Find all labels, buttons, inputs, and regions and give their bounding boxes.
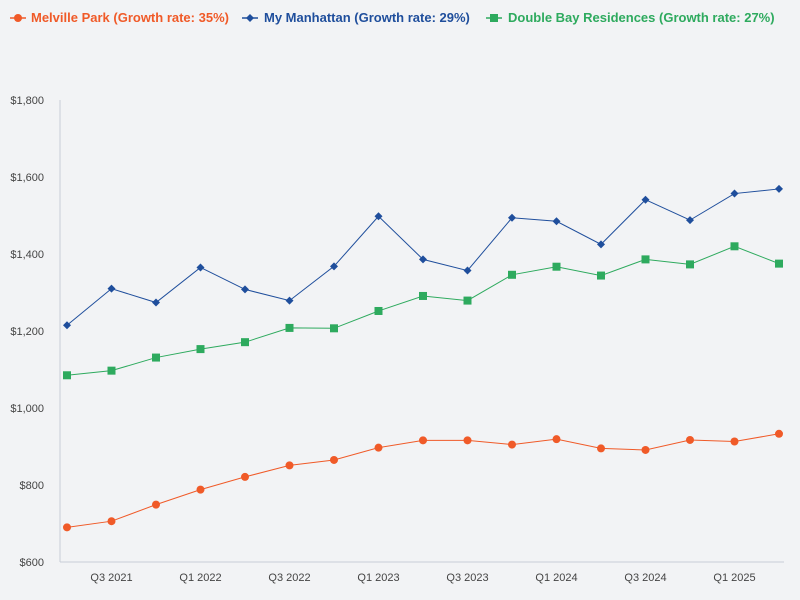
data-point[interactable] [107, 517, 116, 526]
data-point[interactable] [552, 435, 561, 444]
data-point[interactable] [196, 485, 205, 494]
legend-marker-square-icon [490, 14, 498, 22]
legend-item-double-bay-residences[interactable]: Double Bay Residences (Growth rate: 27%) [486, 10, 775, 25]
data-point[interactable] [775, 429, 783, 438]
data-point[interactable] [730, 437, 739, 446]
data-point[interactable] [641, 195, 650, 204]
data-point[interactable] [374, 212, 383, 221]
data-point[interactable] [285, 296, 294, 305]
data-point[interactable] [241, 338, 249, 347]
y-tick-label: $1,600 [10, 172, 44, 184]
legend: Melville Park (Growth rate: 35%) My Manh… [10, 10, 775, 25]
plot-area [63, 184, 783, 532]
data-point[interactable] [463, 266, 472, 275]
data-point[interactable] [686, 260, 694, 269]
data-point[interactable] [552, 262, 561, 271]
legend-label-melville-park: Melville Park (Growth rate: 35%) [31, 10, 229, 25]
series-2 [63, 242, 783, 380]
data-point[interactable] [508, 440, 516, 449]
legend-item-melville-park[interactable]: Melville Park (Growth rate: 35%) [10, 10, 229, 25]
data-point[interactable] [419, 436, 427, 445]
x-tick-label: Q3 2022 [268, 572, 310, 584]
data-point[interactable] [730, 242, 739, 251]
series-line [66, 245, 780, 376]
axes: $600 $800 $1,000 $1,200 $1,400 $1,600 $1,800 Q3… [10, 95, 784, 584]
data-point[interactable] [508, 213, 516, 222]
data-point[interactable] [152, 500, 160, 509]
y-tick-label: $1,000 [10, 403, 44, 415]
data-point[interactable] [597, 444, 605, 453]
y-tick-label: $1,800 [10, 95, 44, 107]
data-point[interactable] [775, 184, 783, 193]
x-tick-label: Q1 2025 [713, 572, 755, 584]
data-point[interactable] [196, 345, 205, 354]
data-point[interactable] [686, 435, 694, 444]
data-point[interactable] [775, 259, 783, 268]
data-point[interactable] [63, 321, 71, 330]
data-point[interactable] [641, 255, 650, 264]
data-point[interactable] [419, 255, 427, 264]
data-point[interactable] [597, 271, 605, 280]
data-point[interactable] [463, 436, 472, 445]
legend-item-my-manhattan[interactable]: My Manhattan (Growth rate: 29%) [242, 10, 470, 25]
x-tick-label: Q1 2022 [179, 572, 221, 584]
data-point[interactable] [330, 455, 338, 464]
series-0 [63, 429, 783, 532]
data-point[interactable] [374, 443, 383, 452]
x-tick-label: Q3 2024 [624, 572, 666, 584]
legend-marker-circle-icon [14, 14, 22, 22]
y-tick-label: $600 [20, 557, 44, 569]
series-1 [63, 184, 783, 330]
legend-label-my-manhattan: My Manhattan (Growth rate: 29%) [264, 10, 470, 25]
data-point[interactable] [241, 285, 249, 294]
data-point[interactable] [552, 217, 561, 226]
series-line [66, 433, 780, 528]
x-tick-label: Q1 2023 [357, 572, 399, 584]
y-tick-label: $1,400 [10, 249, 44, 261]
legend-label-double-bay-residences: Double Bay Residences (Growth rate: 27%) [508, 10, 775, 25]
data-point[interactable] [63, 371, 71, 380]
data-point[interactable] [330, 324, 338, 333]
data-point[interactable] [285, 461, 294, 470]
data-point[interactable] [107, 366, 116, 375]
legend-marker-diamond-icon [246, 14, 254, 22]
data-point[interactable] [597, 240, 605, 249]
data-point[interactable] [330, 262, 338, 271]
y-tick-label: $800 [20, 480, 44, 492]
y-tick-label: $1,200 [10, 326, 44, 338]
data-point[interactable] [196, 263, 205, 272]
data-point[interactable] [508, 270, 516, 279]
data-point[interactable] [241, 472, 249, 481]
data-point[interactable] [63, 523, 71, 532]
x-tick-label: Q3 2021 [90, 572, 132, 584]
x-tick-label: Q1 2024 [535, 572, 577, 584]
data-point[interactable] [285, 323, 294, 332]
data-point[interactable] [152, 353, 160, 362]
data-point[interactable] [107, 284, 116, 293]
data-point[interactable] [730, 189, 739, 198]
data-point[interactable] [686, 216, 694, 225]
data-point[interactable] [152, 298, 160, 307]
data-point[interactable] [419, 291, 427, 300]
data-point[interactable] [641, 445, 650, 454]
data-point[interactable] [463, 296, 472, 305]
data-point[interactable] [374, 306, 383, 315]
x-tick-label: Q3 2023 [446, 572, 488, 584]
